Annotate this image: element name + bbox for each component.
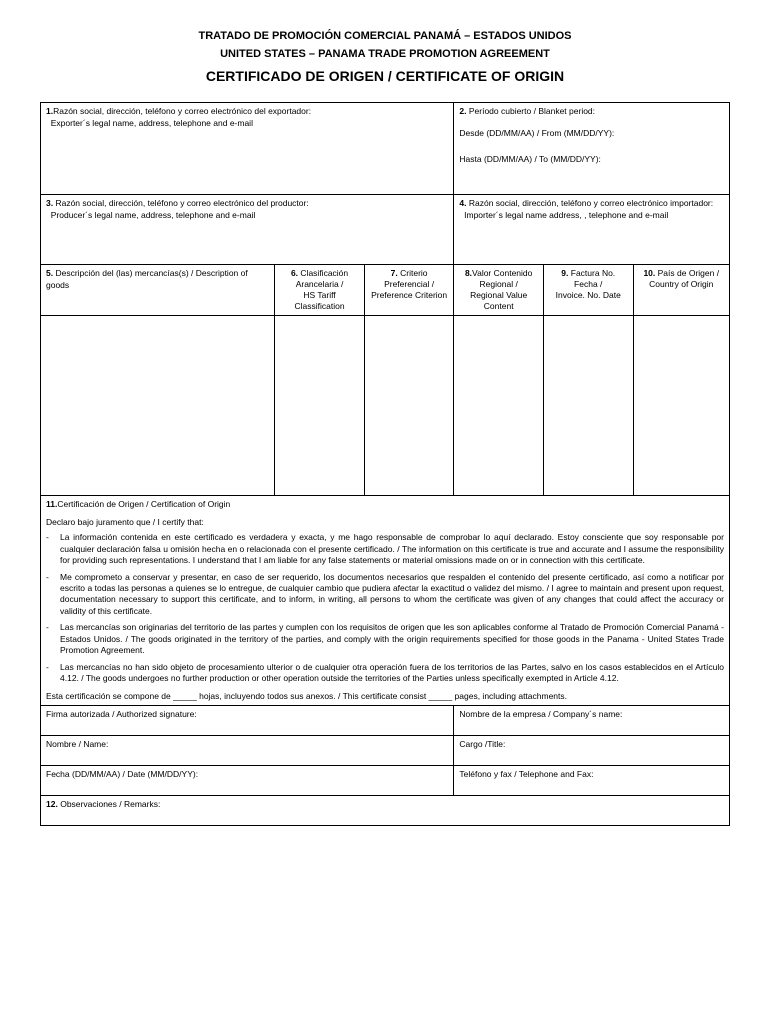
col-7-header: 7. Criterio Preferencial /Preference Cri… <box>364 265 454 316</box>
treaty-title-en: UNITED STATES – PANAMA TRADE PROMOTION A… <box>40 48 730 60</box>
hs-classification-cell[interactable] <box>275 316 365 496</box>
col-6-header: 6. Clasificación Arancelaria /HS Tariff … <box>275 265 365 316</box>
field-11-certification: 11.Certificación de Origen / Certificati… <box>41 496 730 706</box>
title-field[interactable]: Cargo /Title: <box>454 736 730 766</box>
title-block: TRATADO DE PROMOCIÓN COMERCIAL PANAMÁ – … <box>40 30 730 84</box>
preference-criterion-cell[interactable] <box>364 316 454 496</box>
field-4-importer[interactable]: 4. Razón social, dirección, teléfono y c… <box>454 195 730 265</box>
country-origin-cell[interactable] <box>633 316 729 496</box>
regional-value-cell[interactable] <box>454 316 544 496</box>
goods-description-cell[interactable] <box>41 316 275 496</box>
col-9-header: 9. Factura No. Fecha /Invoice. No. Date <box>543 265 633 316</box>
col-5-header: 5. Descripción del (las) mercancías(s) /… <box>41 265 275 316</box>
signature-field[interactable]: Firma autorizada / Authorized signature: <box>41 706 454 736</box>
field-3-producer[interactable]: 3. Razón social, dirección, teléfono y c… <box>41 195 454 265</box>
date-field[interactable]: Fecha (DD/MM/AA) / Date (MM/DD/YY): <box>41 766 454 796</box>
company-name-field[interactable]: Nombre de la empresa / Company´s name: <box>454 706 730 736</box>
name-field[interactable]: Nombre / Name: <box>41 736 454 766</box>
invoice-cell[interactable] <box>543 316 633 496</box>
phone-fax-field[interactable]: Teléfono y fax / Telephone and Fax: <box>454 766 730 796</box>
certificate-title: CERTIFICADO DE ORIGEN / CERTIFICATE OF O… <box>40 68 730 84</box>
col-8-header: 8.Valor Contenido Regional /Regional Val… <box>454 265 544 316</box>
field-1-exporter[interactable]: 1.Razón social, dirección, teléfono y co… <box>41 103 454 195</box>
col-10-header: 10. País de Origen /Country of Origin <box>633 265 729 316</box>
treaty-title-es: TRATADO DE PROMOCIÓN COMERCIAL PANAMÁ – … <box>40 30 730 42</box>
certificate-form: 1.Razón social, dirección, teléfono y co… <box>40 102 730 826</box>
field-2-period[interactable]: 2. Período cubierto / Blanket period: De… <box>454 103 730 195</box>
field-12-remarks[interactable]: 12. Observaciones / Remarks: <box>41 796 730 826</box>
